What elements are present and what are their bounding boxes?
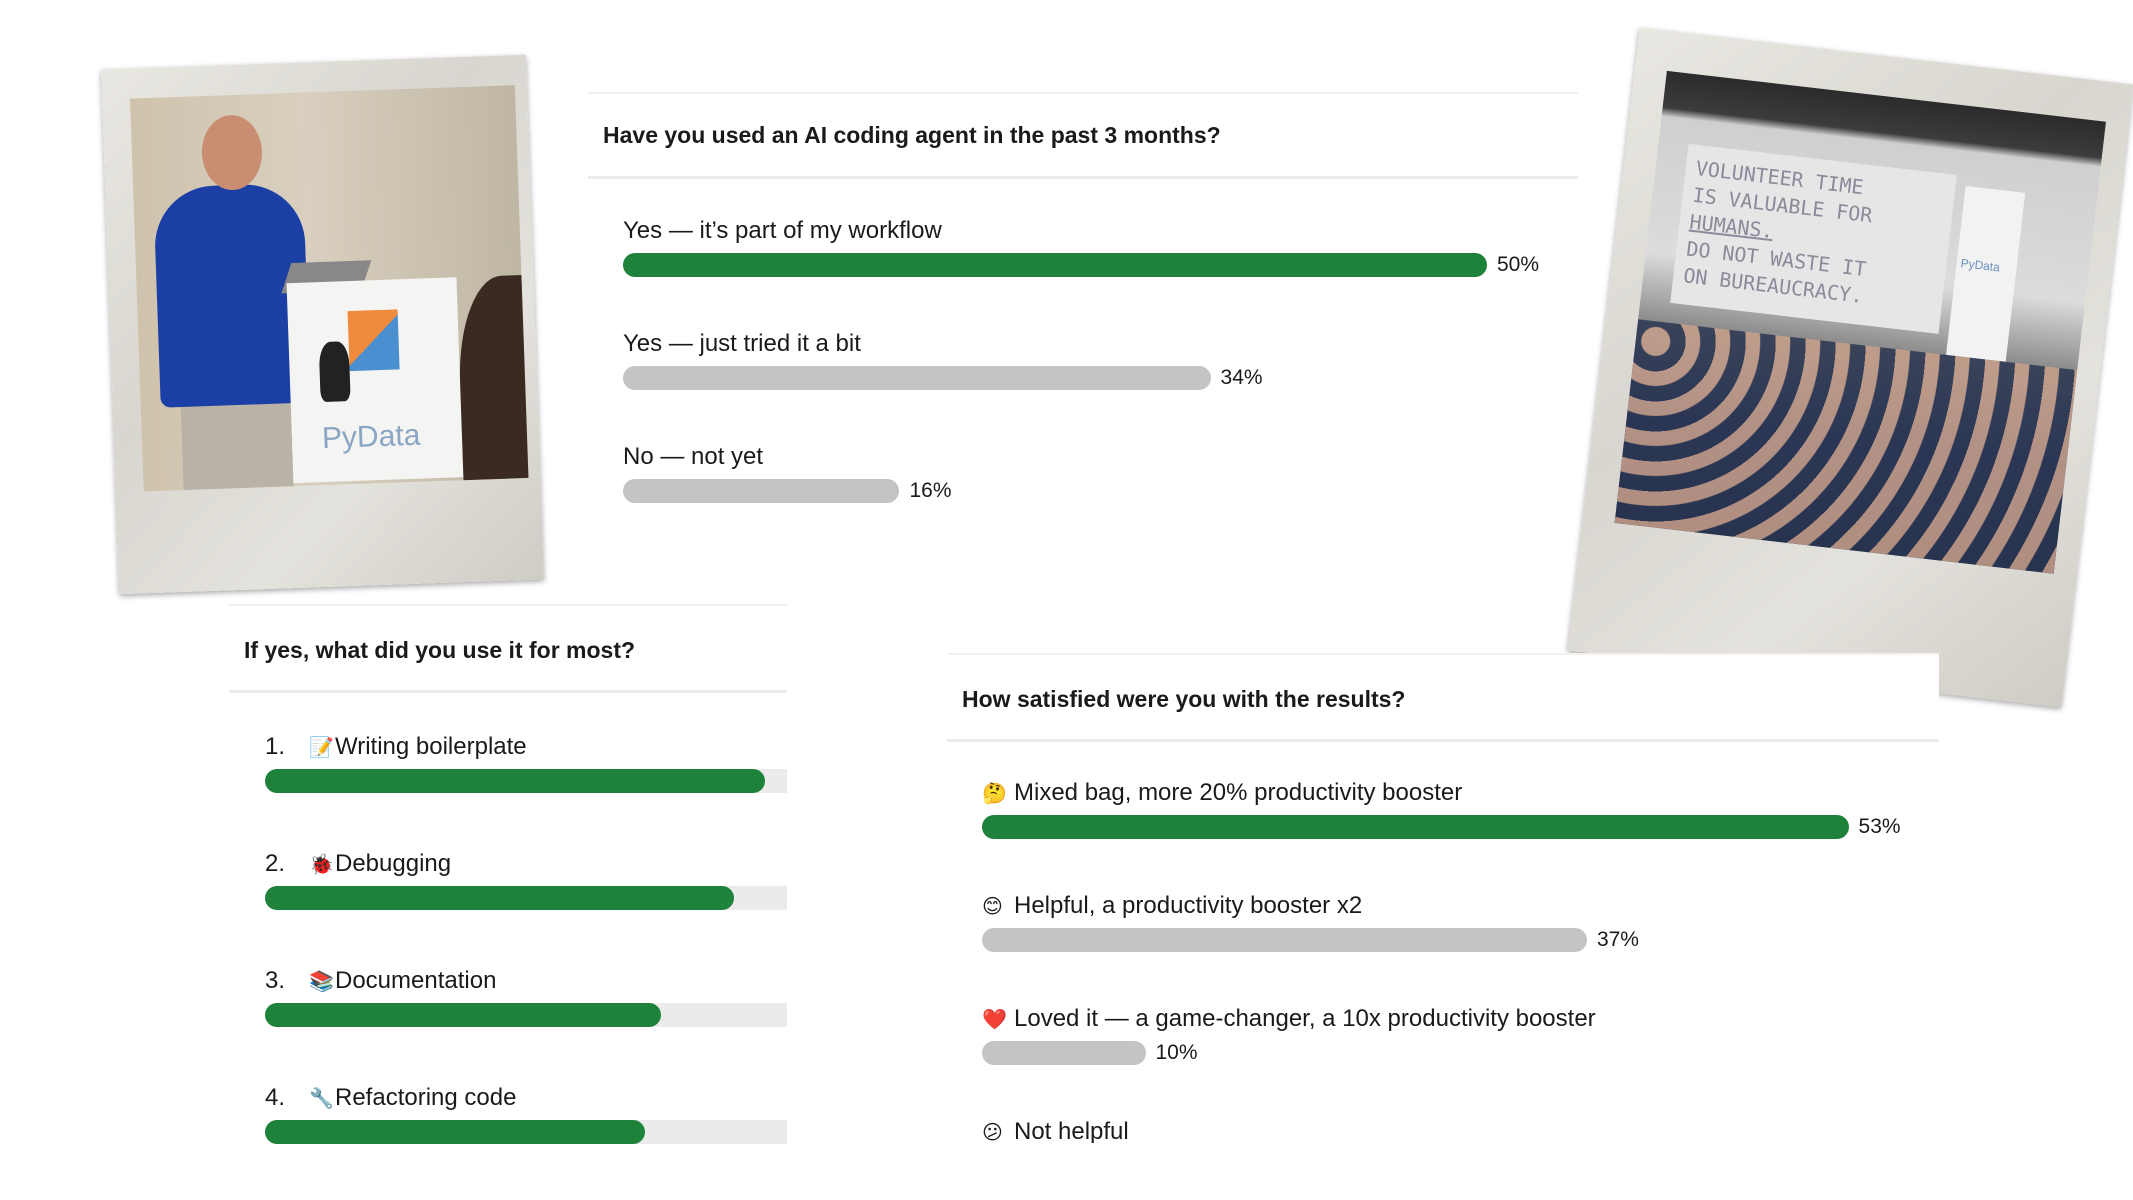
ranked-item[interactable]: 4. 🔧Refactoring code xyxy=(265,1083,787,1163)
divider xyxy=(229,690,787,693)
option-label: No — not yet xyxy=(623,443,764,470)
poll-option[interactable]: No — not yet 16% xyxy=(623,442,1578,522)
books-icon: 📚 xyxy=(309,971,334,993)
pydata-logo-icon xyxy=(347,309,400,372)
option-text: Helpful, a productivity booster x2 xyxy=(1014,892,1363,919)
item-rank: 2. xyxy=(265,850,286,877)
option-label: Yes — it’s part of my workflow xyxy=(623,217,942,244)
poll-option[interactable]: 😕 Not helpful xyxy=(982,1117,1939,1143)
speaker-head xyxy=(200,114,264,192)
audience-hair xyxy=(456,274,529,488)
thinking-face-icon: 🤔 xyxy=(982,783,1007,805)
item-label: 1. 📝Writing boilerplate xyxy=(265,732,527,763)
item-rank: 3. xyxy=(265,967,286,994)
item-label: 4. 🔧Refactoring code xyxy=(265,1083,516,1114)
result-bar xyxy=(982,1041,1146,1065)
item-label: 2. 🐞Debugging xyxy=(265,849,451,880)
result-bar xyxy=(982,928,1587,952)
bug-icon: 🐞 xyxy=(309,854,334,876)
result-percent: 53% xyxy=(1858,815,1901,838)
poll-option[interactable]: Yes — just tried it a bit 34% xyxy=(623,329,1578,409)
poll-use-cases: If yes, what did you use it for most? 1.… xyxy=(229,604,787,1164)
pydata-sign: PyData xyxy=(286,277,464,484)
option-text: Not helpful xyxy=(1014,1118,1129,1143)
result-bar xyxy=(265,886,734,910)
speaker-photo: PyData xyxy=(129,85,529,492)
item-rank: 1. xyxy=(265,733,286,760)
result-percent: 16% xyxy=(909,479,952,502)
item-text: Writing boilerplate xyxy=(335,733,527,760)
result-bar xyxy=(265,769,766,793)
poll-ai-usage: Have you used an AI coding agent in the … xyxy=(588,92,1578,522)
poll-title: Have you used an AI coding agent in the … xyxy=(603,122,1221,148)
confused-face-icon: 😕 xyxy=(982,1122,1003,1143)
poll-title: How satisfied were you with the results? xyxy=(962,686,1406,712)
poll-option[interactable]: Yes — it’s part of my workflow 50% xyxy=(623,216,1578,296)
option-label: 🤔 Mixed bag, more 20% productivity booste… xyxy=(982,778,1462,809)
poll-option[interactable]: 🤔 Mixed bag, more 20% productivity booste… xyxy=(982,778,1939,858)
result-bar xyxy=(623,479,900,503)
bear-icon xyxy=(318,341,351,403)
item-rank: 4. xyxy=(265,1084,286,1111)
audience xyxy=(1614,319,2078,574)
option-text: Mixed bag, more 20% productivity booster xyxy=(1014,779,1463,806)
panel-top-border xyxy=(229,604,787,606)
wrench-icon: 🔧 xyxy=(309,1088,334,1110)
option-label: 😕 Not helpful xyxy=(982,1117,1129,1143)
divider xyxy=(588,176,1578,179)
result-bar xyxy=(623,253,1487,277)
divider xyxy=(947,739,1939,742)
result-percent: 50% xyxy=(1497,253,1540,276)
option-label: Yes — just tried it a bit xyxy=(623,330,861,357)
poll-option[interactable]: 😊 Helpful, a productivity booster x2 37% xyxy=(982,891,1939,971)
result-bar xyxy=(265,1003,661,1027)
item-text: Debugging xyxy=(335,850,452,877)
result-bar xyxy=(982,815,1849,839)
result-bar xyxy=(265,1120,646,1144)
speaker-photo-polaroid: PyData xyxy=(100,54,545,595)
item-label: 3. 📚Documentation xyxy=(265,966,496,997)
option-text: Loved it — a game-changer, a 10x product… xyxy=(1014,1005,1596,1032)
pydata-sign-text: PyData xyxy=(321,418,421,456)
poll-option[interactable]: ❤️ Loved it — a game-changer, a 10x produ… xyxy=(982,1004,1939,1084)
panel-top-border xyxy=(947,653,1939,655)
ranked-item[interactable]: 3. 📚Documentation xyxy=(265,966,787,1046)
ranked-item[interactable]: 1. 📝Writing boilerplate xyxy=(265,732,787,812)
conference-photo: VOLUNTEER TIME IS VALUABLE FOR HUMANS. D… xyxy=(1614,70,2106,574)
item-text: Refactoring code xyxy=(335,1084,517,1111)
heart-icon: ❤️ xyxy=(982,1009,1007,1031)
result-percent: 10% xyxy=(1155,1041,1198,1064)
result-percent: 34% xyxy=(1220,366,1263,389)
panel-top-border xyxy=(588,92,1578,94)
memo-icon: 📝 xyxy=(309,737,334,759)
result-percent: 37% xyxy=(1596,928,1639,951)
ranked-item[interactable]: 2. 🐞Debugging xyxy=(265,849,787,929)
smiling-face-icon: 😊 xyxy=(982,896,1003,918)
option-label: ❤️ Loved it — a game-changer, a 10x produ… xyxy=(982,1004,1596,1035)
projector-screen: VOLUNTEER TIME IS VALUABLE FOR HUMANS. D… xyxy=(1670,143,1957,334)
item-text: Documentation xyxy=(335,967,497,994)
pydata-banner-text: PyData xyxy=(1959,256,2001,275)
poll-satisfaction: How satisfied were you with the results?… xyxy=(947,653,1939,1143)
result-bar xyxy=(623,366,1211,390)
poll-title: If yes, what did you use it for most? xyxy=(244,637,636,663)
pydata-banner: PyData xyxy=(1946,186,2026,362)
option-label: 😊 Helpful, a productivity booster x2 xyxy=(982,891,1362,922)
conference-photo-polaroid: VOLUNTEER TIME IS VALUABLE FOR HUMANS. D… xyxy=(1567,27,2133,708)
